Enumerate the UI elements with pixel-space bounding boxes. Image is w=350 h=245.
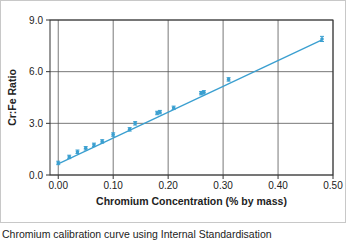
caption: Chromium calibration curve using Interna… (2, 228, 272, 240)
x-tick-label: 0.10 (103, 180, 123, 191)
data-point (111, 133, 115, 137)
data-point (76, 150, 80, 154)
y-tick-label: 9.0 (29, 15, 43, 26)
x-tick-label: 0.30 (213, 180, 233, 191)
error-bar (111, 133, 115, 136)
x-grid-line (58, 20, 59, 175)
x-axis-label: Chromium Concentration (% by mass) (96, 195, 287, 207)
error-bar-cap (320, 36, 324, 37)
error-bar (75, 150, 79, 153)
data-point (158, 110, 162, 114)
error-bar (84, 147, 88, 150)
y-tick-label: 0.0 (29, 170, 43, 181)
y-tick (46, 175, 50, 176)
data-point (202, 91, 206, 95)
grid (46, 20, 333, 179)
x-tick-label: 0.00 (49, 180, 69, 191)
y-axis-label: Cr:Fe Ratio (6, 69, 18, 126)
x-tick (58, 175, 59, 179)
error-bar (227, 78, 231, 81)
error-bar (202, 91, 206, 94)
y-tick (46, 123, 50, 124)
data-point (227, 78, 231, 82)
x-grid-line (168, 20, 169, 175)
y-grid-line (50, 71, 333, 72)
x-tick-label: 0.40 (268, 180, 288, 191)
x-tick (168, 175, 169, 179)
x-tick (333, 175, 334, 179)
x-tick-label: 0.20 (158, 180, 178, 191)
plot-data (56, 36, 324, 164)
chart-border (1, 1, 346, 223)
fit-line (58, 40, 322, 164)
y-tick-label: 6.0 (29, 66, 43, 77)
plot-frame (50, 20, 333, 175)
x-grid-line (113, 20, 114, 175)
x-tick-label: 0.50 (323, 180, 343, 191)
x-grid-line (278, 20, 279, 175)
x-tick (113, 175, 114, 179)
error-bar (133, 122, 137, 125)
y-tick-label: 3.0 (29, 118, 43, 129)
y-grid-line (50, 123, 333, 124)
data-point (84, 147, 88, 151)
error-bar (158, 110, 162, 113)
x-tick (223, 175, 224, 179)
data-point (133, 122, 137, 126)
x-tick (278, 175, 279, 179)
y-tick (46, 20, 50, 21)
y-tick (46, 71, 50, 72)
chart: 0.00 0.10 0.20 0.30 0.40 0.50 0.0 3.0 6.0 9.0 Chro… (0, 0, 350, 245)
x-grid-line (223, 20, 224, 175)
